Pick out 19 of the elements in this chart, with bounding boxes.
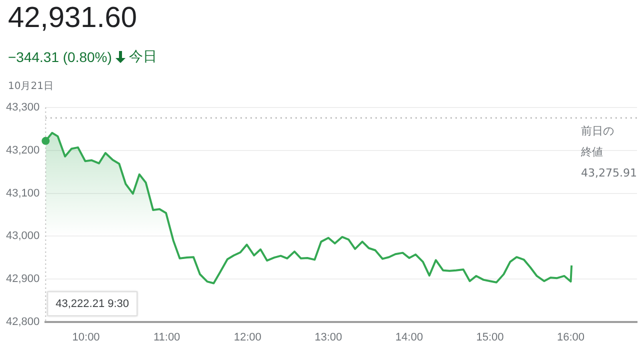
chart-title: 42,931.60 bbox=[8, 2, 138, 35]
text: 今日 bbox=[128, 48, 157, 66]
y-tick-label: 42,800 bbox=[6, 316, 40, 328]
x-tick-label: 12:00 bbox=[234, 331, 262, 344]
x-tick-label: 11:00 bbox=[153, 331, 180, 344]
text: 10月21日 bbox=[8, 80, 54, 93]
ref-line-label: 前日の終値 43,275.91 bbox=[580, 124, 637, 180]
y-tick-label: 43,100 bbox=[6, 187, 40, 200]
x-tick-label: 10:00 bbox=[72, 331, 100, 344]
y-tick-label: 43,200 bbox=[6, 144, 40, 156]
annotation: 43,222.21 9:30 bbox=[56, 298, 130, 310]
y-tick-label: 42,900 bbox=[6, 272, 40, 285]
y-tick-label: 43,300 bbox=[6, 102, 40, 114]
y-tick-label: 43,000 bbox=[6, 230, 40, 242]
x-tick-label: 13:00 bbox=[314, 331, 342, 344]
x-tick-label: 15:00 bbox=[476, 331, 504, 344]
chart-subtitle: −344.31 (0.80%) bbox=[8, 49, 112, 65]
x-tick-label: 14:00 bbox=[395, 331, 423, 344]
x-tick-label: 16:00 bbox=[556, 331, 585, 344]
